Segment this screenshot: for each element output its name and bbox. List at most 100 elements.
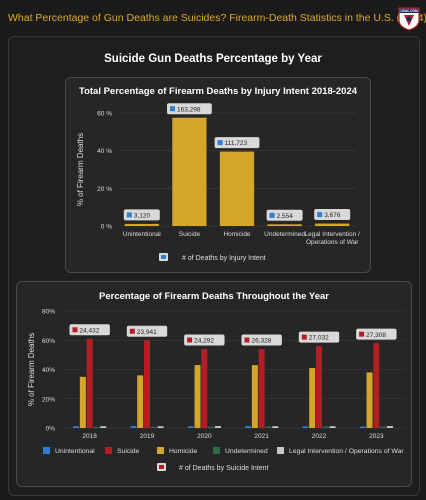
y-tick-label: 80%	[42, 309, 55, 316]
bar-unintentional-2020	[187, 426, 194, 428]
bar-undetermined-2019	[150, 426, 157, 428]
legend-swatch-legal-intervention-operations-of-war	[277, 447, 284, 454]
x-tick-label: 2019	[140, 433, 155, 440]
data-label-marker	[217, 140, 223, 146]
bar-legal-intervention-operations-of-war-2019	[157, 426, 164, 428]
bar-unintentional-2019	[130, 426, 137, 428]
legend-sub-label: # of Deaths by Suicide Intent	[179, 465, 269, 472]
y-tick-label: 0 %	[101, 224, 112, 231]
legend-swatch-homicide	[157, 447, 164, 454]
data-label: 2,554	[277, 213, 294, 220]
y-tick-label: 20 %	[97, 186, 112, 193]
shield-logo-icon: USAC.COM	[398, 7, 420, 31]
data-label-box	[241, 334, 282, 346]
bar-homicide-2023	[366, 372, 373, 428]
legend-label: Unintentional	[55, 448, 95, 455]
y-tick-label: 60%	[42, 338, 55, 345]
data-label-marker	[301, 334, 307, 340]
y-tick-label: 40%	[42, 367, 55, 374]
bar-unintentional	[124, 223, 159, 226]
data-label-marker	[269, 212, 275, 218]
bar-undetermined-2023	[380, 426, 387, 428]
x-tick-label: 2018	[82, 433, 97, 440]
bar-homicide-2020	[194, 365, 201, 428]
bar-undetermined-2022	[322, 426, 329, 428]
data-label-box	[298, 331, 340, 343]
data-label-marker	[72, 327, 78, 333]
bar-legal-intervention-operations-of-war-2018	[100, 426, 107, 428]
data-label-box	[356, 328, 397, 340]
bar-suicide-2019	[144, 340, 150, 428]
y-axis-label: % of Firearm Deaths	[27, 333, 36, 406]
data-label: 26,328	[251, 338, 271, 345]
data-label: 27,308	[366, 332, 386, 339]
data-label-marker	[170, 106, 175, 112]
data-label: 23,941	[137, 329, 157, 336]
legend-marker	[161, 255, 166, 259]
bar-suicide-2018	[86, 338, 93, 428]
x-tick-label: 2022	[312, 433, 327, 440]
data-label-marker	[317, 212, 323, 218]
header-bar: What Percentage of Gun Deaths are Suicid…	[0, 0, 426, 40]
y-tick-label: 20%	[42, 396, 55, 403]
page-title: Suicide Gun Deaths Percentage by Year	[104, 53, 322, 65]
data-label: 3,676	[324, 212, 341, 219]
legend-label: Homicide	[169, 448, 198, 455]
data-label: 111,723	[225, 140, 248, 147]
badge-text: USAC.COM	[400, 9, 418, 13]
legend-label: # of Deaths by Injury Intent	[182, 255, 266, 262]
data-label-box	[266, 209, 303, 221]
bar-unintentional-2021	[245, 426, 252, 428]
legend-sub-marker	[159, 465, 164, 469]
y-tick-label: 60 %	[97, 111, 112, 118]
data-label-box	[214, 137, 260, 149]
bar-legal-intervention-operations-of-war-2023	[386, 426, 393, 428]
x-tick-label: 2020	[197, 433, 212, 440]
bar-undetermined-2021	[265, 426, 272, 428]
bar-suicide-2021	[258, 349, 265, 428]
legend-label: Suicide	[117, 448, 140, 455]
chart-years: 0% 20% 40% 60% 80% % of Firearm Deaths 24,432 2…	[27, 309, 405, 472]
x-tick-label: 2021	[254, 433, 269, 440]
legend-swatch-suicide	[105, 447, 112, 454]
bar-homicide-2018	[79, 376, 86, 428]
chart-title-intent: Total Percentage of Firearm Deaths by In…	[78, 86, 358, 97]
data-label: 27,032	[309, 335, 329, 342]
bar-suicide	[172, 117, 207, 226]
bar-legal-intervention-operations-of-war-2022	[329, 426, 336, 428]
x-tick-label: Unintentional	[123, 231, 161, 238]
data-label-marker	[244, 337, 250, 343]
legend-label: Legal Intervention / Operations of War	[289, 448, 404, 455]
bar-undetermined-2020	[208, 426, 215, 428]
chart-panel-years: Percentage of Firearm Deaths Throughout …	[16, 281, 412, 487]
bar-suicide-2020	[201, 349, 208, 428]
chart-title-years: Percentage of Firearm Deaths Throughout …	[99, 291, 329, 302]
legend-label: Undetermined	[225, 448, 268, 455]
data-label: 24,292	[194, 338, 214, 345]
y-tick-label: 0%	[46, 426, 56, 433]
bar-unintentional-2018	[73, 426, 80, 428]
legend-swatch-undetermined	[213, 447, 220, 454]
x-tick-label: Operations of War	[306, 239, 359, 246]
bar-homicide-2019	[137, 375, 144, 428]
x-tick-label: Suicide	[179, 231, 201, 238]
bar-homicide-2021	[251, 365, 258, 428]
bar-legal-intervention-operations-of-war	[315, 223, 350, 226]
x-tick-label: 2023	[369, 433, 384, 440]
bar-unintentional-2023	[359, 426, 366, 428]
data-label-marker	[187, 337, 193, 343]
bar-undetermined	[267, 224, 302, 226]
data-label: 3,120	[134, 213, 151, 220]
chart-panel-intent: Total Percentage of Firearm Deaths by In…	[65, 77, 371, 273]
data-label-box	[167, 103, 212, 115]
data-label-marker	[129, 328, 135, 334]
chart-intent: 0 % 20 % 40 % 60 % % of Firearm Deaths 3,120 U…	[76, 103, 360, 262]
bar-unintentional-2022	[302, 426, 309, 428]
x-tick-label: Legal Intervention /	[305, 231, 360, 238]
data-label: 163,298	[177, 106, 201, 113]
data-label: 24,432	[79, 327, 99, 334]
y-tick-label: 40 %	[97, 148, 112, 155]
bar-legal-intervention-operations-of-war-2021	[272, 426, 279, 428]
data-label-box	[126, 325, 168, 337]
y-axis-label: % of Firearm Deaths	[76, 133, 85, 206]
